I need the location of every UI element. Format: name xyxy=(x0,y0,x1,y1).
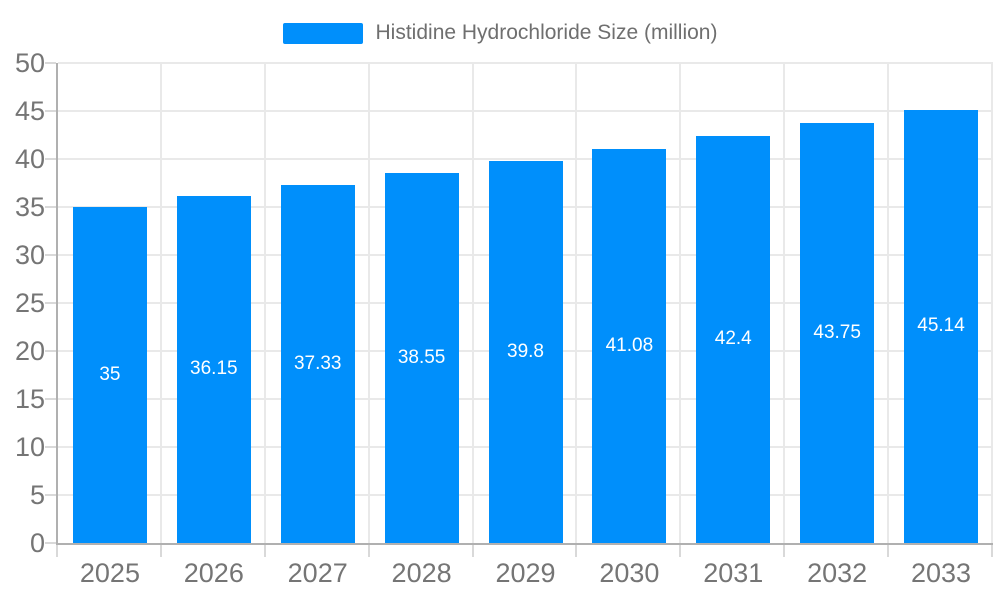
y-axis-tick xyxy=(45,110,56,112)
y-axis-label: 45 xyxy=(14,96,45,126)
gridline-vertical xyxy=(367,63,370,543)
x-axis-label: 2025 xyxy=(79,558,140,588)
x-axis-label: 2030 xyxy=(599,558,660,588)
x-axis-label: 2029 xyxy=(495,558,556,588)
gridline-vertical xyxy=(471,63,474,543)
bar[interactable]: 42.4 xyxy=(696,135,771,543)
bar-value-label: 37.33 xyxy=(293,352,342,374)
bar-value-label: 36.15 xyxy=(190,358,238,380)
x-axis-tick xyxy=(56,545,58,557)
y-axis-label: 20 xyxy=(14,336,45,366)
bar[interactable]: 45.14 xyxy=(904,109,979,543)
plot-area: 35 36.15 37.33 38.55 39.8 41.08 42.4 43.75 45.14 xyxy=(45,62,993,557)
bar[interactable]: 39.8 xyxy=(488,160,563,543)
x-axis-tick xyxy=(367,545,370,557)
gridline-vertical xyxy=(679,63,682,543)
bar-value-label: 38.55 xyxy=(397,346,446,368)
gridline-vertical xyxy=(263,63,266,543)
y-axis-label: 10 xyxy=(14,432,45,462)
y-axis: 0 5 10 15 20 25 30 35 40 45 50 xyxy=(0,49,45,557)
bar-value-label: 41.08 xyxy=(605,334,654,356)
y-axis-tick xyxy=(45,254,56,256)
x-axis-label: 2033 xyxy=(911,558,972,588)
gridline-horizontal xyxy=(58,62,993,64)
gridline-vertical xyxy=(159,63,162,543)
bar-value-label: 43.75 xyxy=(813,322,861,343)
x-axis-label: 2031 xyxy=(703,558,764,588)
x-axis-tick xyxy=(887,545,890,557)
legend-item[interactable]: Histidine Hydrochloride Size (million) xyxy=(0,21,1000,45)
y-axis-label: 15 xyxy=(14,384,45,414)
x-axis-tick xyxy=(991,545,993,557)
bar-value-label: 42.4 xyxy=(714,328,752,350)
bar[interactable]: 41.08 xyxy=(592,148,667,543)
gridline-vertical xyxy=(991,63,993,543)
y-axis-label: 5 xyxy=(29,480,45,510)
bar[interactable]: 37.33 xyxy=(280,184,355,543)
gridline-vertical xyxy=(887,63,890,543)
bar[interactable]: 36.15 xyxy=(176,195,251,543)
legend-swatch-icon xyxy=(282,22,363,44)
bar-value-label: 45.14 xyxy=(917,315,965,337)
x-axis-label: 2028 xyxy=(391,558,452,588)
y-axis-label: 30 xyxy=(14,240,45,270)
y-axis-tick xyxy=(45,542,56,544)
y-axis-tick xyxy=(45,494,56,496)
x-axis-label: 2032 xyxy=(807,558,868,588)
gridline-vertical xyxy=(783,63,786,543)
y-axis-label: 0 xyxy=(29,528,45,558)
y-axis-tick xyxy=(45,398,56,400)
x-axis-tick xyxy=(159,545,162,557)
x-axis-tick xyxy=(783,545,786,557)
x-axis-tick xyxy=(679,545,682,557)
y-axis-tick xyxy=(45,350,56,352)
y-axis-tick xyxy=(45,446,56,448)
y-axis-tick xyxy=(45,206,56,208)
bar[interactable]: 38.55 xyxy=(384,172,459,543)
x-axis-label: 2026 xyxy=(183,558,244,588)
y-axis-tick xyxy=(45,158,56,160)
x-axis-tick xyxy=(471,545,474,557)
bar[interactable]: 35 xyxy=(72,207,147,543)
x-axis: 2025 2026 2027 2028 2029 2030 2031 2032 2033 xyxy=(58,558,993,590)
x-axis-tick xyxy=(263,545,266,557)
y-axis-tick xyxy=(45,302,56,304)
bar-value-label: 39.8 xyxy=(507,340,544,362)
gridline-horizontal xyxy=(58,110,993,112)
y-axis-label: 35 xyxy=(14,192,45,222)
bar-value-label: 35 xyxy=(99,364,121,385)
gridline-horizontal xyxy=(58,158,993,160)
gridline-vertical xyxy=(575,63,578,543)
bar[interactable]: 43.75 xyxy=(800,123,875,543)
legend-label: Histidine Hydrochloride Size (million) xyxy=(375,21,718,44)
y-axis-tick xyxy=(45,62,56,64)
x-axis-label: 2027 xyxy=(287,558,348,588)
y-axis-label: 25 xyxy=(14,288,45,318)
y-axis-label: 40 xyxy=(14,144,45,174)
x-axis-tick xyxy=(575,545,578,557)
y-axis-label: 50 xyxy=(14,48,45,78)
